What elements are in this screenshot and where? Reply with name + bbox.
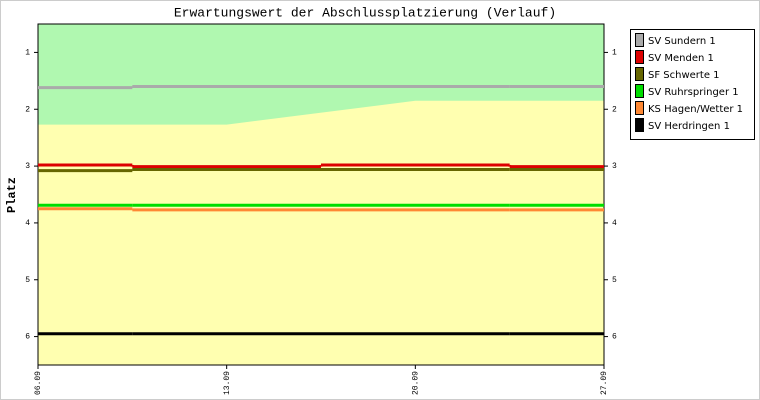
- legend-label: SV Ruhrspringer 1: [648, 87, 739, 98]
- y-tick-label: 5: [25, 276, 30, 285]
- x-tick-label: 13.09: [223, 371, 232, 395]
- legend-label: SF Schwerte 1: [648, 70, 720, 81]
- legend: SV Sundern 1 SV Menden 1 SF Schwerte 1 SV R…: [630, 29, 755, 140]
- legend-label: KS Hagen/Wetter 1: [648, 104, 743, 115]
- plot: 1 1 2 2 3 3 4 4 5 5 6 6 06.09 13.09 20.09 27.09: [25, 23, 617, 395]
- y-tick-label: 1: [25, 49, 30, 58]
- legend-swatch: [635, 118, 644, 132]
- legend-swatch: [635, 84, 644, 98]
- y-tick-label: 6: [25, 333, 30, 342]
- zone-lower: [38, 100, 604, 365]
- plot-border: [37, 23, 605, 366]
- legend-box: [630, 29, 755, 140]
- y-tick-label-right: 4: [612, 219, 617, 228]
- y-tick-label-right: 6: [612, 333, 617, 342]
- series: [38, 85, 604, 90]
- legend-swatch: [635, 33, 644, 47]
- y-tick-label: 4: [25, 219, 30, 228]
- chart-title: Erwartungswert der Abschlussplatzierung …: [174, 5, 556, 20]
- legend-swatch: [635, 67, 644, 81]
- y-tick-label-right: 5: [612, 276, 617, 285]
- y-tick-label: 3: [25, 162, 30, 171]
- y-tick-label-right: 2: [612, 105, 617, 114]
- x-tick-label: 06.09: [34, 371, 43, 395]
- y-axis-label: Platz: [5, 177, 19, 213]
- series: [38, 163, 604, 169]
- x-tick-label: 27.09: [600, 371, 609, 395]
- y-tick-label-right: 1: [612, 49, 617, 58]
- y-tick-label: 2: [25, 105, 30, 114]
- x-tick-label: 20.09: [411, 371, 420, 395]
- legend-label: SV Herdringen 1: [648, 121, 730, 132]
- legend-label: SV Menden 1: [648, 53, 714, 64]
- legend-swatch: [635, 101, 644, 115]
- legend-swatch: [635, 50, 644, 64]
- series: [38, 207, 604, 212]
- y-tick-label-right: 3: [612, 162, 617, 171]
- legend-label: SV Sundern 1: [648, 36, 716, 47]
- series: [38, 167, 604, 173]
